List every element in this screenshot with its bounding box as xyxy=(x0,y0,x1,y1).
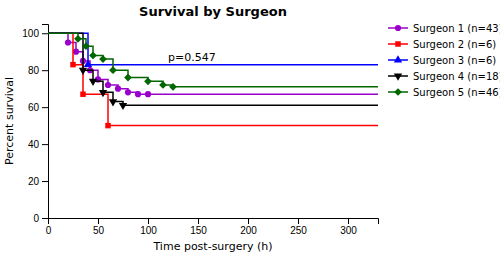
y-tick-label: 100 xyxy=(22,28,39,39)
legend-symbol xyxy=(394,55,402,62)
y-tick: 60 xyxy=(28,102,48,113)
y-tick-mark xyxy=(42,107,48,108)
legend-symbol xyxy=(394,88,402,96)
x-axis-title: Time post-surgery (h) xyxy=(152,240,272,253)
event-marker xyxy=(159,81,167,89)
survival-line xyxy=(48,33,378,64)
event-marker xyxy=(105,123,110,128)
event-marker xyxy=(79,68,87,75)
x-tick: 100 xyxy=(140,218,157,236)
y-axis: 0 20 40 60 80 100 xyxy=(22,25,48,224)
x-tick: 50 xyxy=(93,218,105,236)
legend-item: Surgeon 2 (n=6) xyxy=(388,39,496,50)
x-tick: 200 xyxy=(240,218,257,236)
x-tick: 250 xyxy=(290,218,307,236)
event-marker xyxy=(124,74,132,82)
y-tick-mark xyxy=(42,144,48,145)
x-tick-label: 100 xyxy=(140,225,157,236)
x-axis-line xyxy=(49,219,379,225)
event-marker xyxy=(145,91,151,97)
x-tick-label: 200 xyxy=(240,225,257,236)
x-axis: 0 50 100 150 200 250 300 xyxy=(46,218,379,236)
event-marker xyxy=(144,77,152,85)
event-marker xyxy=(99,55,107,63)
y-tick-mark xyxy=(42,181,48,182)
annotation: p=0.547 xyxy=(168,51,216,64)
legend-item: Surgeon 3 (n=6) xyxy=(388,55,496,66)
y-tick: 40 xyxy=(28,139,48,150)
legend-symbol xyxy=(395,25,401,31)
event-marker xyxy=(84,60,92,67)
event-marker xyxy=(82,42,90,50)
legend-symbol xyxy=(395,41,400,46)
y-tick-mark xyxy=(42,33,48,34)
y-axis-title: Percent survival xyxy=(3,77,16,165)
legend-label: Surgeon 5 (n=46) xyxy=(413,87,500,98)
event-marker xyxy=(99,90,107,97)
y-tick-label: 0 xyxy=(33,213,39,224)
y-tick: 20 xyxy=(28,176,48,187)
y-tick: 0 xyxy=(33,213,48,224)
legend-label: Surgeon 2 (n=6) xyxy=(413,39,496,50)
event-marker xyxy=(70,62,75,67)
x-tick-label: 250 xyxy=(290,225,307,236)
event-marker xyxy=(135,91,141,97)
legend: Surgeon 1 (n=43) Surgeon 2 (n=6) Surgeon 3… xyxy=(388,23,500,98)
y-tick-label: 40 xyxy=(28,139,40,150)
event-marker xyxy=(74,35,82,43)
event-marker xyxy=(125,89,131,95)
x-tick-mark xyxy=(348,218,349,224)
x-tick-mark xyxy=(148,218,149,224)
event-marker xyxy=(105,82,111,88)
y-tick-mark xyxy=(42,218,48,219)
event-marker xyxy=(73,49,79,55)
y-tick-label: 80 xyxy=(28,65,40,76)
x-tick-label: 50 xyxy=(93,225,105,236)
legend-label: Surgeon 4 (n=18) xyxy=(413,71,500,82)
survival-line xyxy=(48,33,378,105)
legend-label: Surgeon 1 (n=43) xyxy=(413,23,500,34)
event-marker xyxy=(80,91,85,96)
x-tick-mark xyxy=(298,218,299,224)
survival-line xyxy=(48,33,378,94)
x-tick-mark xyxy=(98,218,99,224)
x-tick-label: 300 xyxy=(340,225,357,236)
y-tick: 80 xyxy=(28,65,48,76)
legend-item: Surgeon 5 (n=46) xyxy=(388,87,500,98)
marks xyxy=(48,33,378,128)
y-tick-mark xyxy=(42,70,48,71)
x-tick: 150 xyxy=(190,218,207,236)
survival-line xyxy=(48,33,378,87)
event-marker xyxy=(119,103,127,110)
x-tick-label: 0 xyxy=(46,225,52,236)
legend-item: Surgeon 1 (n=43) xyxy=(388,23,500,34)
x-tick-label: 150 xyxy=(190,225,207,236)
event-marker xyxy=(115,86,121,92)
survival-line xyxy=(48,33,378,125)
legend-item: Surgeon 4 (n=18) xyxy=(388,71,500,82)
y-axis-line xyxy=(42,25,49,219)
event-marker xyxy=(169,83,177,91)
event-marker xyxy=(109,99,117,106)
chart: 0 50 100 150 200 250 300 0 20 40 60 80 100 p=0.547 Sur… xyxy=(0,0,500,256)
x-tick: 300 xyxy=(340,218,357,236)
event-marker xyxy=(89,79,97,86)
event-marker xyxy=(89,52,97,60)
y-tick-label: 60 xyxy=(28,102,40,113)
legend-symbol xyxy=(394,74,402,81)
x-tick-mark xyxy=(198,218,199,224)
x-tick: 0 xyxy=(46,218,52,236)
event-marker xyxy=(65,39,71,45)
title: Survival by Surgeon xyxy=(139,4,287,19)
x-tick-mark xyxy=(248,218,249,224)
y-tick: 100 xyxy=(22,28,48,39)
plot-area: 0 50 100 150 200 250 300 0 20 40 60 80 100 p=0.547 xyxy=(22,25,378,237)
y-tick-label: 20 xyxy=(28,176,40,187)
event-marker xyxy=(109,66,117,74)
legend-label: Surgeon 3 (n=6) xyxy=(413,55,496,66)
